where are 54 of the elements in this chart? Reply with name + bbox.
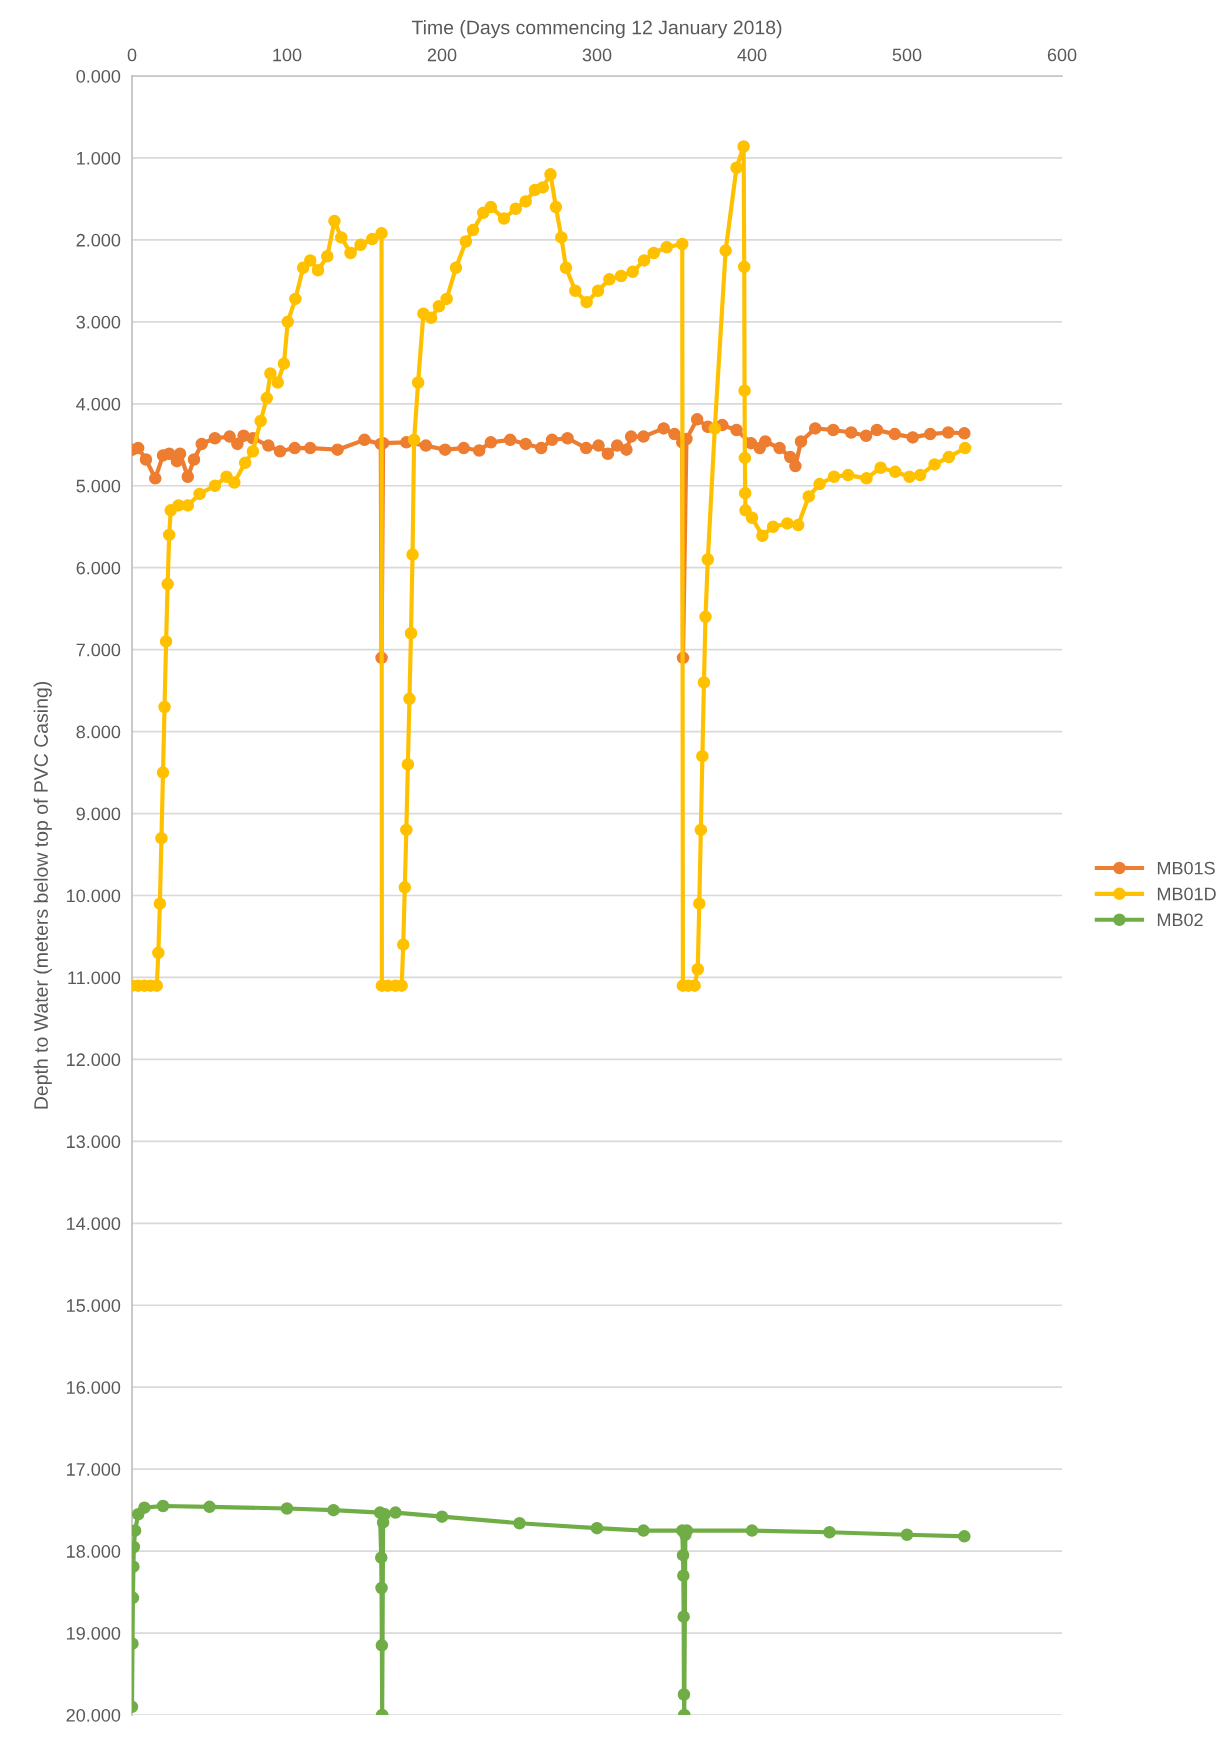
y-tick-label: 12.000 <box>67 1053 121 1067</box>
y-tick-label: 3.000 <box>76 315 121 329</box>
point <box>156 1499 170 1513</box>
x-tick-label: 400 <box>737 48 767 62</box>
point <box>677 1569 690 1582</box>
point <box>637 1524 650 1537</box>
point <box>203 1500 216 1514</box>
x-tick-label: 300 <box>582 48 612 62</box>
x-tick-label: 100 <box>273 48 302 62</box>
legend-label: MB01S <box>1157 861 1215 875</box>
x-axis-title: Time (Days commencing 12 January 2018) <box>411 20 782 39</box>
y-tick-label: 9.000 <box>76 807 121 821</box>
x-tick-label: 600 <box>1047 48 1077 62</box>
y-tick-label: 13.000 <box>67 1135 121 1149</box>
point <box>677 1688 691 1701</box>
y-tick-label: 8.000 <box>76 725 121 739</box>
y-tick-label: 10.000 <box>67 889 121 903</box>
point <box>513 1516 526 1530</box>
y-tick-label: 0.000 <box>76 69 121 83</box>
point <box>958 1530 971 1543</box>
y-tick-label: 11.000 <box>68 971 121 985</box>
x-tick-label: 500 <box>892 48 922 62</box>
y-tick-label: 6.000 <box>76 561 121 575</box>
y-tick-label: 14.000 <box>67 1217 121 1231</box>
point <box>745 1524 759 1537</box>
y-tick-label: 15.000 <box>67 1299 121 1312</box>
point <box>138 1501 151 1514</box>
point <box>823 1525 836 1539</box>
point <box>590 1521 604 1535</box>
point <box>327 1503 340 1517</box>
y-tick-label: 7.000 <box>76 643 121 657</box>
y-tick-label: 2.000 <box>76 233 121 247</box>
x-tick-label: 200 <box>427 48 457 62</box>
y-tick-label: 5.000 <box>76 479 121 493</box>
point <box>677 1610 690 1623</box>
point <box>676 1548 690 1562</box>
point <box>375 1639 389 1652</box>
x-tick-label: 0 <box>127 48 137 62</box>
point <box>435 1510 449 1523</box>
legend-label: MB02 <box>1157 913 1203 927</box>
point <box>900 1528 914 1541</box>
y-tick-label: 17.000 <box>67 1463 121 1476</box>
y-tick-label: 1.000 <box>77 151 121 165</box>
y-tick-label: 20.000 <box>66 1708 121 1722</box>
legend-label: MB01D <box>1157 887 1216 901</box>
point <box>375 1581 388 1595</box>
y-tick-label: 16.000 <box>67 1381 121 1394</box>
y-tick-label: 19.000 <box>67 1626 121 1640</box>
point <box>280 1502 294 1515</box>
point <box>374 1551 388 1564</box>
y-tick-label: 18.000 <box>67 1545 121 1558</box>
y-axis-title: Depth to Water (meters below top of PVC Casing) <box>33 682 52 1109</box>
point <box>389 1506 402 1519</box>
y-tick-label: 4.000 <box>76 397 121 411</box>
